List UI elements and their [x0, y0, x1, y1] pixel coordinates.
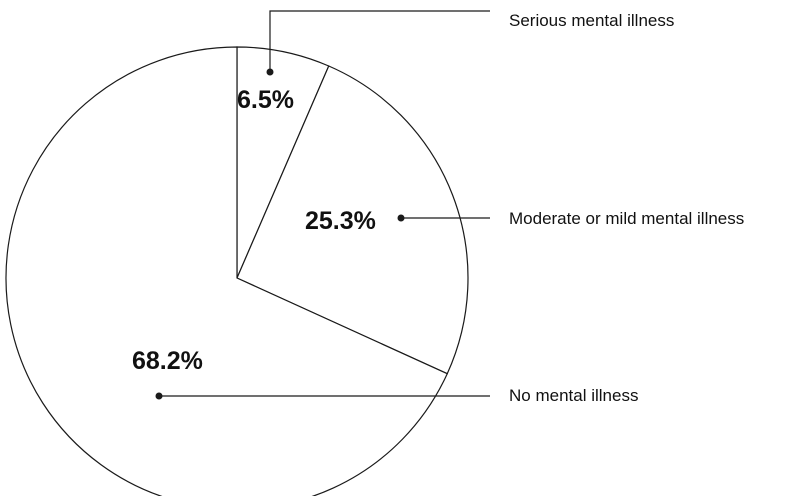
legend-label-serious: Serious mental illness	[509, 11, 674, 30]
leader-line-none-dot	[155, 392, 163, 400]
leader-line-serious-dot	[266, 68, 274, 76]
legend-label-moderate-mild: Moderate or mild mental illness	[509, 209, 744, 228]
leader-line-moderate-mild-dot	[397, 214, 405, 222]
leader-line-none	[155, 392, 490, 400]
slice-value-label-moderate-mild: 25.3%	[305, 207, 376, 235]
pie-slice-moderate-mild	[236, 65, 469, 375]
leader-line-moderate-mild	[397, 214, 490, 222]
legend-label-none: No mental illness	[509, 386, 638, 405]
legend: Serious mental illness Moderate or mild …	[509, 11, 744, 405]
slice-value-label-none: 68.2%	[132, 347, 203, 375]
slice-value-labels: 6.5% 25.3% 68.2%	[132, 86, 376, 375]
pie-slice-none	[5, 46, 449, 496]
leader-lines	[155, 10, 490, 400]
leader-line-serious-path	[269, 10, 490, 72]
slice-value-label-serious: 6.5%	[237, 86, 294, 114]
leader-line-serious	[266, 10, 490, 76]
pie-slices	[5, 46, 469, 496]
